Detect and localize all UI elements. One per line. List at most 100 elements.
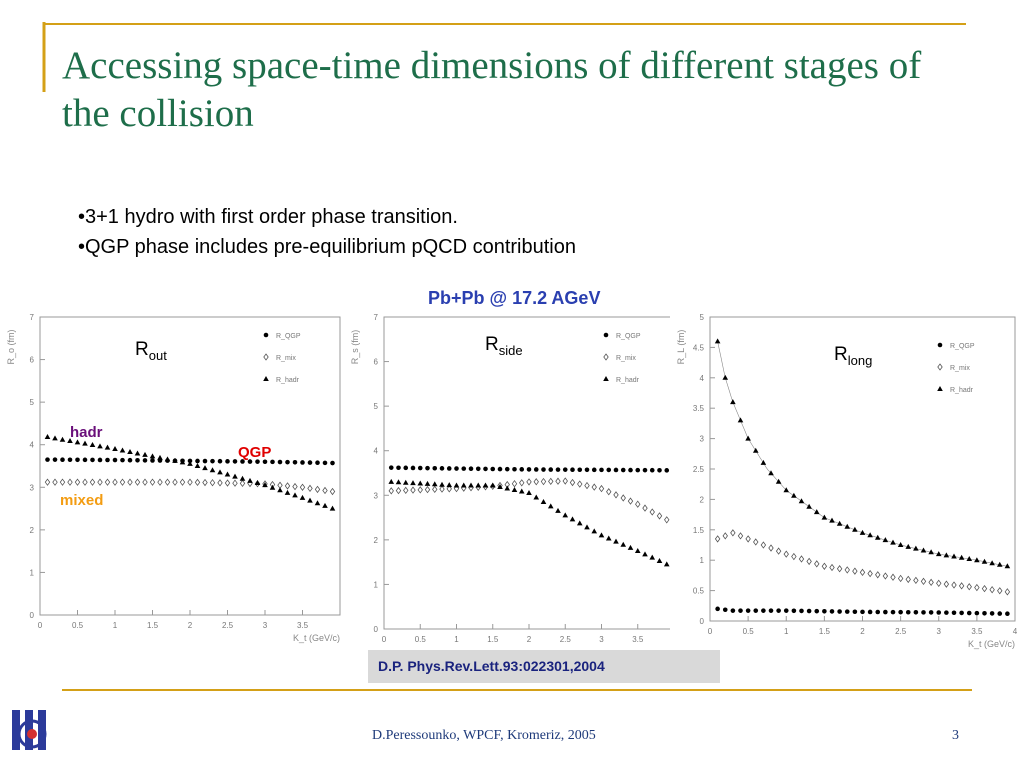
data-point bbox=[775, 478, 782, 484]
data-point bbox=[768, 608, 774, 613]
series-r_qgp bbox=[388, 465, 670, 473]
data-point bbox=[482, 482, 489, 488]
data-point bbox=[540, 498, 547, 504]
data-point bbox=[164, 456, 171, 462]
y-tick-label: 2 bbox=[30, 526, 35, 535]
chart-rlong: 0 0.5 1 1.5 2 2.5 3 3.5 4 4.5 5 0 0.5 1 1.5 2 2.5 3 3.5 4 R_… bbox=[676, 313, 1018, 649]
data-point bbox=[875, 609, 881, 615]
series-r_hadr bbox=[44, 434, 336, 511]
data-point bbox=[417, 486, 423, 494]
reference-box: D.P. Phys.Rev.Lett.93:022301,2004 bbox=[368, 650, 720, 683]
legend-label: R_mix bbox=[950, 365, 970, 372]
data-point bbox=[649, 508, 655, 516]
page-number: 3 bbox=[952, 728, 959, 743]
x-tick-label: 1.5 bbox=[819, 627, 831, 636]
data-point bbox=[135, 457, 140, 463]
data-point bbox=[951, 610, 957, 616]
data-point bbox=[187, 460, 193, 466]
data-point bbox=[142, 458, 148, 463]
data-point bbox=[714, 338, 721, 344]
data-point bbox=[752, 447, 759, 453]
data-point bbox=[814, 560, 820, 568]
y-tick-label: 7 bbox=[374, 313, 379, 322]
data-point bbox=[504, 485, 511, 491]
data-point bbox=[867, 609, 873, 615]
data-point bbox=[814, 608, 820, 614]
data-point bbox=[783, 487, 790, 493]
data-point bbox=[179, 459, 186, 465]
data-point bbox=[928, 549, 934, 555]
legend-marker bbox=[937, 386, 943, 391]
data-point bbox=[89, 441, 96, 447]
data-point bbox=[913, 545, 919, 551]
data-point bbox=[867, 569, 873, 578]
data-point bbox=[410, 486, 416, 494]
data-point bbox=[981, 584, 988, 593]
data-point bbox=[634, 548, 641, 553]
y-tick-label: 1 bbox=[374, 580, 379, 589]
data-point bbox=[753, 538, 759, 546]
data-point bbox=[134, 450, 141, 456]
data-point bbox=[599, 467, 604, 473]
x-tick-label: 2 bbox=[188, 621, 193, 630]
legend-label: R_hadr bbox=[616, 377, 640, 384]
data-point bbox=[424, 485, 431, 494]
data-point bbox=[783, 608, 789, 613]
data-point bbox=[519, 467, 525, 472]
data-point bbox=[395, 479, 402, 485]
x-tick-label: 3.5 bbox=[632, 635, 644, 644]
y-tick-label: 6 bbox=[374, 358, 379, 367]
x-tick-label: 1 bbox=[784, 627, 789, 636]
data-point bbox=[74, 478, 81, 486]
data-point bbox=[935, 551, 942, 557]
data-point bbox=[584, 481, 590, 490]
data-point bbox=[859, 568, 866, 577]
data-point bbox=[519, 479, 525, 487]
data-point bbox=[157, 454, 163, 460]
data-point bbox=[905, 575, 911, 584]
data-point bbox=[112, 457, 118, 463]
y-tick-label: 6 bbox=[30, 356, 35, 365]
data-point bbox=[642, 467, 648, 473]
data-point bbox=[958, 582, 965, 590]
x-tick-label: 2.5 bbox=[222, 621, 234, 630]
data-point bbox=[606, 488, 612, 496]
data-point bbox=[656, 512, 663, 520]
data-point bbox=[852, 526, 858, 532]
legend-label: R_QGP bbox=[616, 333, 641, 340]
data-point bbox=[822, 608, 827, 614]
data-point bbox=[461, 466, 467, 471]
data-point bbox=[798, 555, 805, 563]
y-axis-label: R_s (fm) bbox=[350, 330, 360, 365]
data-point bbox=[262, 482, 268, 488]
data-point bbox=[142, 451, 148, 457]
data-point bbox=[232, 459, 238, 464]
data-point bbox=[664, 516, 670, 524]
data-point bbox=[613, 467, 619, 473]
series-r_qgp bbox=[715, 606, 1010, 617]
data-point bbox=[202, 478, 208, 487]
data-point bbox=[974, 610, 980, 616]
data-point bbox=[627, 497, 634, 505]
data-point bbox=[859, 529, 866, 535]
data-point bbox=[533, 467, 539, 472]
panel-title: Rout bbox=[135, 339, 167, 363]
data-point bbox=[526, 467, 532, 472]
data-point bbox=[958, 554, 965, 560]
data-point bbox=[425, 465, 430, 471]
data-point bbox=[974, 583, 980, 592]
data-point bbox=[277, 487, 283, 493]
x-tick-label: 3 bbox=[937, 627, 942, 636]
data-point bbox=[562, 477, 568, 485]
data-point bbox=[74, 439, 81, 445]
legend-marker bbox=[603, 376, 609, 381]
x-tick-label: 3 bbox=[599, 635, 604, 644]
data-point bbox=[292, 492, 298, 498]
data-point bbox=[512, 466, 517, 472]
data-point bbox=[497, 483, 503, 489]
y-tick-label: 5 bbox=[30, 398, 35, 407]
data-point bbox=[844, 609, 850, 614]
data-point bbox=[315, 460, 320, 466]
y-tick-label: 4 bbox=[374, 447, 379, 456]
